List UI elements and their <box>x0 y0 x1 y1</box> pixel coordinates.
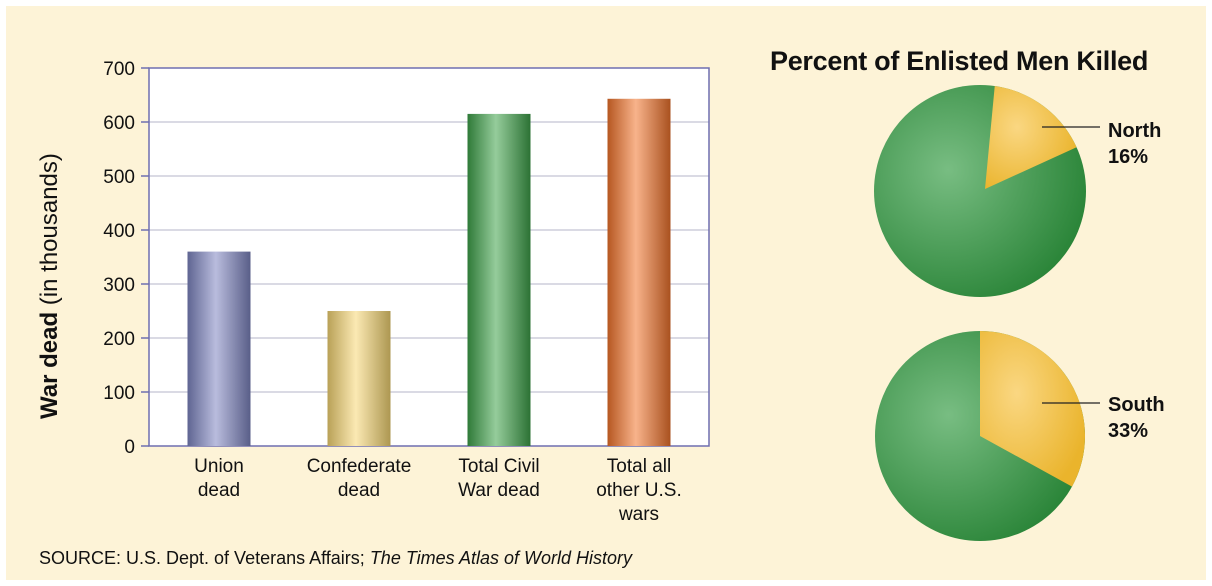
source-note: SOURCE: U.S. Dept. of Veterans Affairs; … <box>39 548 633 568</box>
bar-chart: 0 100 200 300 400 500 600 700 Union dead Confedera… <box>103 59 710 525</box>
y-tick-label: 300 <box>103 275 135 296</box>
y-axis-label: War dead (in thousands) <box>36 153 63 419</box>
pie-south <box>875 331 1100 541</box>
pie-label-south-percent: 33% <box>1108 420 1149 442</box>
x-tick-label: Confederate <box>307 456 412 477</box>
pie-slice-rest <box>875 331 1085 541</box>
chart-panel: 0 100 200 300 400 500 600 700 Union dead Confedera… <box>6 6 1206 580</box>
x-tick-label: War dead <box>458 480 540 501</box>
plot-frame <box>148 67 710 447</box>
bar <box>327 311 391 446</box>
pie-label-south-name: South <box>1108 394 1165 416</box>
x-tick-label: dead <box>198 480 240 501</box>
x-tick-label: wars <box>618 504 659 525</box>
x-tick-label: Total Civil <box>458 456 539 477</box>
pie-label-north: North 16% <box>1108 118 1161 170</box>
pie-label-south: South 33% <box>1108 392 1165 444</box>
y-tick-label: 700 <box>103 59 135 80</box>
pie-slice-north <box>985 86 1077 189</box>
pie-label-north-percent: 16% <box>1108 146 1149 168</box>
pie-chart-title: Percent of Enlisted Men Killed <box>770 46 1149 76</box>
bar <box>187 251 251 446</box>
pie-north <box>874 85 1100 297</box>
y-tick-label: 500 <box>103 167 135 188</box>
y-tick-label: 0 <box>124 437 135 458</box>
bar <box>467 113 531 447</box>
pie-slice-south <box>980 331 1085 487</box>
y-tick-label: 100 <box>103 383 135 404</box>
bar <box>607 98 671 446</box>
pie-label-north-name: North <box>1108 120 1162 142</box>
y-tick-label: 600 <box>103 113 135 134</box>
x-tick-label: other U.S. <box>596 480 682 501</box>
x-tick-label: Total all <box>607 456 671 477</box>
pie-slice-rest <box>874 85 1086 297</box>
x-tick-label: dead <box>338 480 380 501</box>
y-tick-label: 400 <box>103 221 135 242</box>
y-tick-label: 200 <box>103 329 135 350</box>
x-tick-label: Union <box>194 456 244 477</box>
